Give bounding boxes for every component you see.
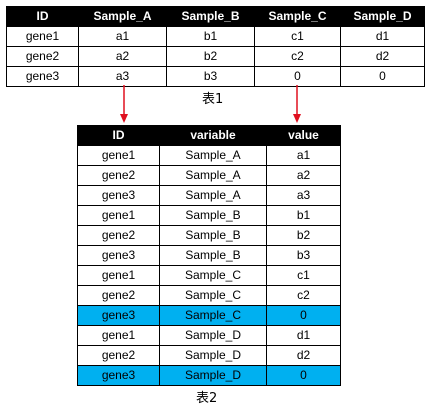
long-table-cell: gene3 [78,246,160,266]
long-table-cell: gene2 [78,226,160,246]
long-table-cell: a3 [267,186,341,206]
long-table-cell: Sample_D [160,346,267,366]
long-table-cell: 0 [267,366,341,386]
long-table-cell: b3 [267,246,341,266]
long-table-cell: gene3 [78,306,160,326]
long-table-cell: Sample_B [160,226,267,246]
long-table-cell: a1 [267,146,341,166]
long-table-row: gene2 Sample_A a2 [78,166,341,186]
long-table: ID variable value gene1 Sample_A a1 gene2 S… [77,125,341,386]
long-table-cell: Sample_B [160,246,267,266]
long-table-cell: Sample_A [160,146,267,166]
long-table-cell: gene1 [78,326,160,346]
long-table-cell: b2 [267,226,341,246]
long-table-header-row: ID variable value [78,126,341,146]
long-table-row: gene1 Sample_B b1 [78,206,341,226]
long-table-row: gene1 Sample_D d1 [78,326,341,346]
long-table-cell: gene1 [78,206,160,226]
long-table-cell: a2 [267,166,341,186]
long-table-cell: b1 [267,206,341,226]
long-table-row: gene3 Sample_B b3 [78,246,341,266]
long-table-row: gene3 Sample_D 0 [78,366,341,386]
long-table-cell: gene2 [78,346,160,366]
long-table-cell: gene2 [78,286,160,306]
long-table-row: gene2 Sample_C c2 [78,286,341,306]
long-table-cell: Sample_C [160,306,267,326]
long-table-cell: gene3 [78,366,160,386]
long-table-row: gene2 Sample_B b2 [78,226,341,246]
long-table-header-variable: variable [160,126,267,146]
long-table-cell: Sample_D [160,366,267,386]
arrow-right [293,85,301,123]
long-table-row: gene2 Sample_D d2 [78,346,341,366]
long-table-cell: c2 [267,286,341,306]
long-table-header-id: ID [78,126,160,146]
long-table-cell: 0 [267,306,341,326]
long-table-cell: c1 [267,266,341,286]
long-table-cell: gene3 [78,186,160,206]
long-table-row: gene1 Sample_C c1 [78,266,341,286]
long-table-cell: Sample_C [160,286,267,306]
long-table-row: gene3 Sample_C 0 [78,306,341,326]
long-table-cell: Sample_A [160,166,267,186]
long-table-header-value: value [267,126,341,146]
long-table-row: gene1 Sample_A a1 [78,146,341,166]
long-table-cell: gene2 [78,166,160,186]
long-table-cell: d2 [267,346,341,366]
long-table-cell: gene1 [78,146,160,166]
long-table-cell: gene1 [78,266,160,286]
long-table-caption: 表2 [196,387,217,406]
long-table-cell: d1 [267,326,341,346]
arrow-left [120,85,128,123]
long-table-cell: Sample_A [160,186,267,206]
long-table-cell: Sample_D [160,326,267,346]
long-table-cell: Sample_B [160,206,267,226]
long-table-cell: Sample_C [160,266,267,286]
long-table-row: gene3 Sample_A a3 [78,186,341,206]
